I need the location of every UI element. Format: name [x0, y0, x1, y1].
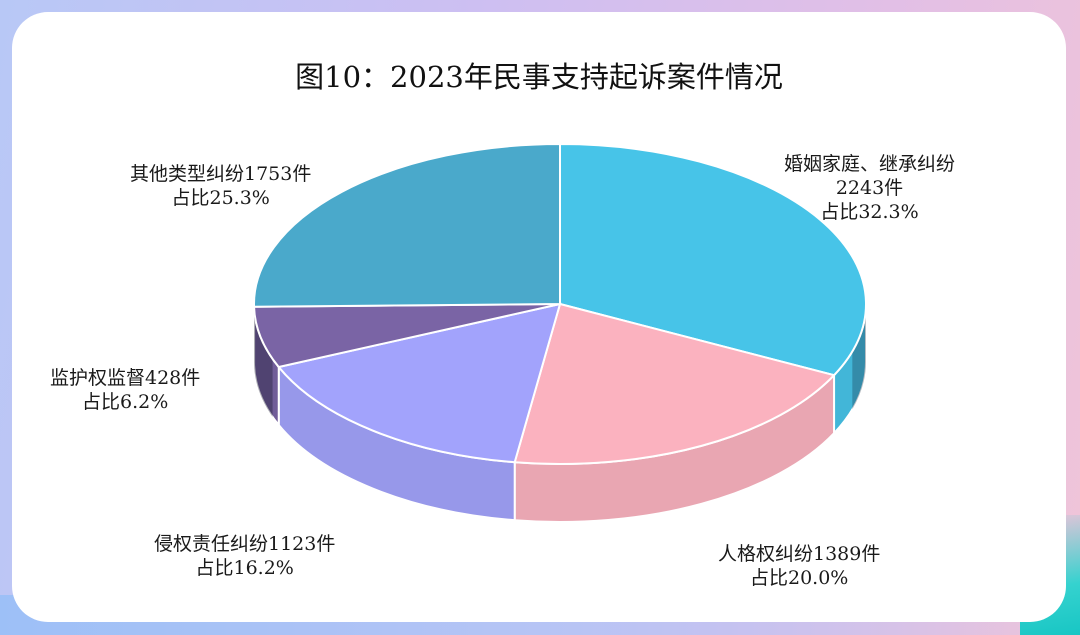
pie-slice-marriage [559, 142, 867, 377]
pie-slice-other [253, 142, 561, 308]
slice-percent: 占比6.2% [81, 391, 169, 413]
slice-category: 人格权纠纷1389件 [718, 543, 881, 565]
slice-label-marriage: 婚姻家庭、继承纠纷 2243件 占比32.3% [784, 152, 955, 224]
slice-category: 其他类型纠纷1753件 [130, 163, 312, 185]
slice-category: 监护权监督428件 [50, 367, 201, 389]
chart-title: 图10：2023年民事支持起诉案件情况 [295, 60, 783, 94]
slice-percent: 占比25.3% [171, 187, 270, 209]
chart-card: 图10：2023年民事支持起诉案件情况 婚姻家庭、继承纠纷 2243件 占比32… [12, 12, 1066, 622]
slice-percent: 占比16.2% [195, 557, 294, 579]
slice-label-tort: 侵权责任纠纷1123件 占比16.2% [154, 532, 335, 580]
slice-category: 侵权责任纠纷1123件 [154, 533, 336, 555]
slice-percent: 占比32.3% [820, 201, 919, 223]
pie-slice-guardianship [253, 303, 561, 369]
slice-count: 2243件 [835, 177, 904, 199]
slice-label-guardianship: 监护权监督428件 占比6.2% [50, 366, 200, 414]
slice-label-personality: 人格权纠纷1389件 占比20.0% [718, 542, 880, 590]
slice-category: 婚姻家庭、继承纠纷 [784, 153, 956, 175]
pie-slice-tort [276, 302, 562, 464]
pie-slice-personality [513, 302, 836, 465]
pie-chart [252, 142, 867, 523]
slice-percent: 占比20.0% [750, 567, 849, 589]
slice-label-other: 其他类型纠纷1753件 占比25.3% [130, 162, 311, 210]
